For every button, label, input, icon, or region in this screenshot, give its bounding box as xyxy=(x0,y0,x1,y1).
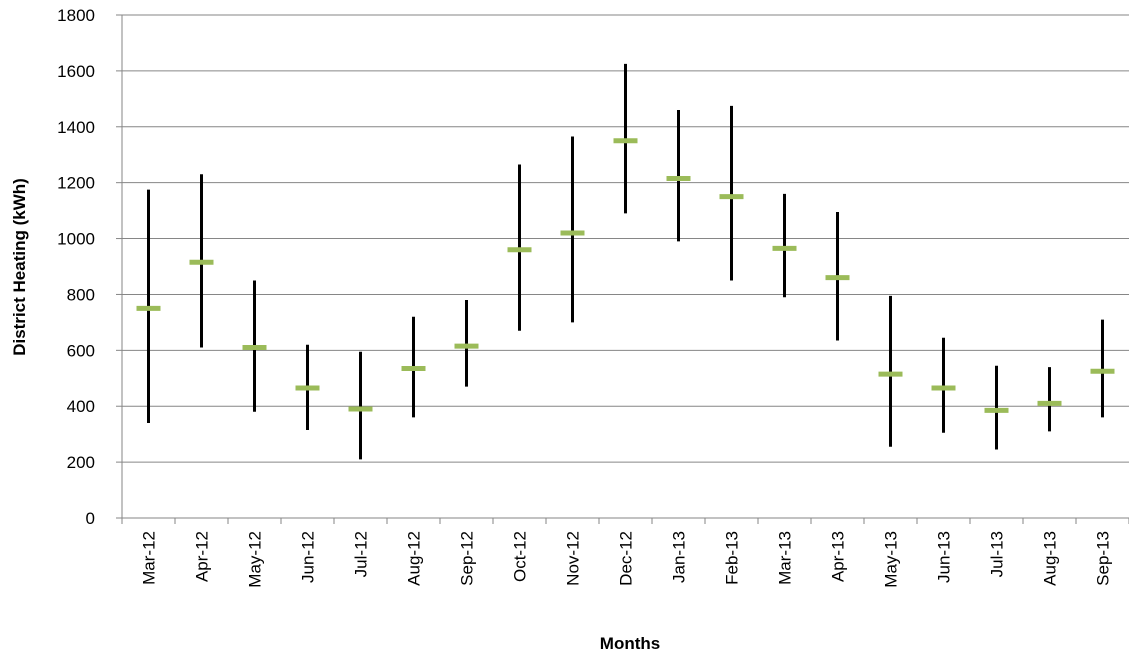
y-tick-label: 600 xyxy=(67,341,95,360)
x-tick-label: Apr-13 xyxy=(829,531,848,582)
y-tick-label: 1400 xyxy=(57,118,95,137)
x-tick-label: Jan-13 xyxy=(670,531,689,583)
x-tick-label: Jun-13 xyxy=(935,531,954,583)
x-tick-label: Mar-12 xyxy=(140,531,159,585)
x-axis-title: Months xyxy=(600,634,660,653)
x-tick-label: Jun-12 xyxy=(299,531,318,583)
x-tick-label: Mar-13 xyxy=(776,531,795,585)
x-tick-label: Jul-12 xyxy=(352,531,371,577)
y-tick-label: 1200 xyxy=(57,174,95,193)
y-tick-label: 200 xyxy=(67,453,95,472)
x-tick-label: May-12 xyxy=(246,531,265,588)
x-tick-label: Aug-12 xyxy=(405,531,424,586)
series-high-low-average xyxy=(136,63,1115,460)
x-tick-label: Nov-12 xyxy=(564,531,583,586)
x-tick-label: Apr-12 xyxy=(193,531,212,582)
x-tick-label: Sep-12 xyxy=(458,531,477,586)
y-tick-label: 800 xyxy=(67,285,95,304)
x-axis-tick-labels: Mar-12 Apr-12 May-12 Jun-12 Jul-12 Aug-12 Sep-… xyxy=(140,531,1113,588)
x-tick-label: Dec-12 xyxy=(617,531,636,586)
x-tick-label: Oct-12 xyxy=(511,531,530,582)
y-tick-label: 1800 xyxy=(57,6,95,25)
x-tick-label: Feb-13 xyxy=(723,531,742,585)
y-axis-tick-labels: 0 200 400 600 800 1000 1200 1400 1600 1800 xyxy=(57,6,95,528)
x-tick-label: Aug-13 xyxy=(1041,531,1060,586)
y-tick-label: 1600 xyxy=(57,62,95,81)
axes xyxy=(116,14,1129,524)
x-tick-label: Sep-13 xyxy=(1094,531,1113,586)
y-axis-title: District Heating (kWh) xyxy=(10,178,29,356)
y-tick-label: 400 xyxy=(67,397,95,416)
y-tick-label: 1000 xyxy=(57,230,95,249)
x-tick-label: Jul-13 xyxy=(988,531,1007,577)
y-tick-label: 0 xyxy=(86,509,95,528)
x-tick-label: May-13 xyxy=(882,531,901,588)
